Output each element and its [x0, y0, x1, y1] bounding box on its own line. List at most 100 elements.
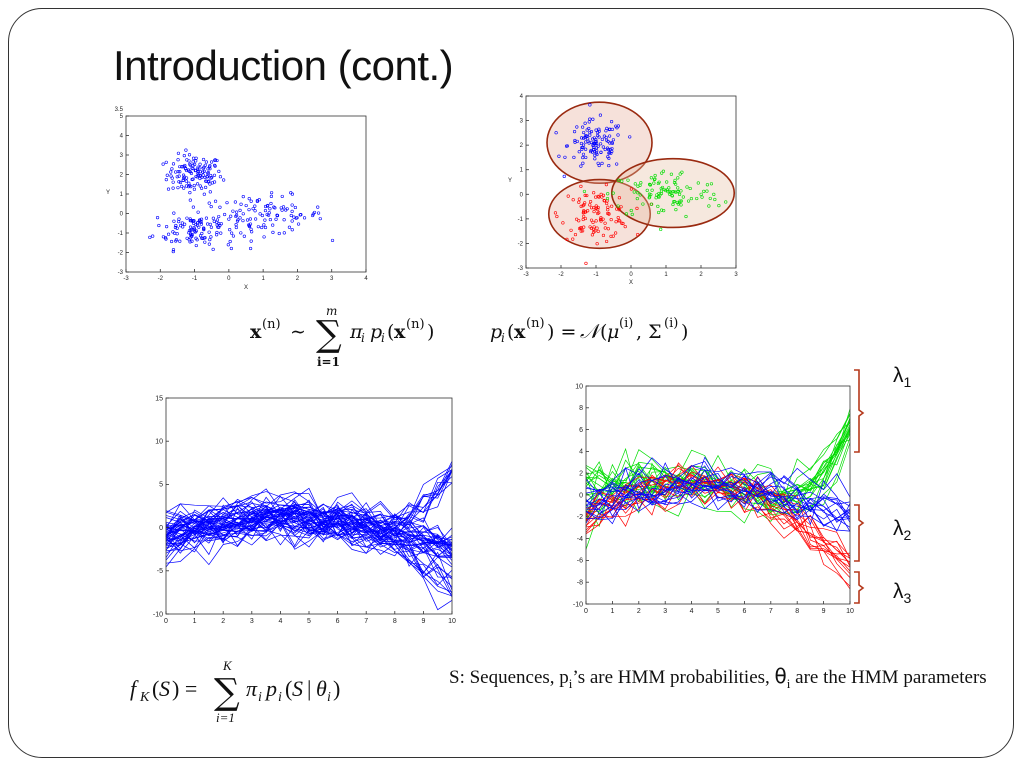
- svg-text:i: i: [258, 690, 262, 705]
- chart1-points: [148, 148, 335, 254]
- scatter-point: [203, 163, 207, 167]
- scatter-point: [185, 236, 189, 240]
- scatter-point: [699, 192, 703, 196]
- scatter-point: [290, 203, 294, 207]
- scatter-point: [598, 113, 603, 117]
- scatter-point: [645, 188, 649, 193]
- scatter-point: [609, 234, 613, 239]
- chart1-x-tick-label: -3: [123, 276, 129, 282]
- chart3-sequence-line: [165, 510, 453, 594]
- scatter-point: [198, 184, 202, 188]
- scatter-point: [584, 155, 588, 160]
- chart2-y-tick-label: 1: [520, 168, 524, 174]
- scatter-point: [157, 223, 161, 228]
- chart1-x-tick-label: -2: [158, 276, 164, 282]
- svg-text:(: (: [285, 676, 292, 701]
- chart3-sequence-line: [165, 503, 453, 578]
- scatter-point: [603, 199, 607, 203]
- scatter-point: [186, 168, 191, 172]
- scatter-point: [176, 158, 180, 162]
- scatter-point: [589, 140, 593, 145]
- chart4-y-tick-label: 2: [579, 471, 583, 478]
- scatter-point: [258, 212, 262, 216]
- scatter-point: [583, 121, 587, 125]
- scatter-point: [583, 193, 587, 198]
- scatter-point: [577, 197, 581, 201]
- scatter-point: [182, 154, 186, 158]
- scatter-point: [621, 221, 625, 226]
- scatter-point: [231, 234, 236, 238]
- chart4-sequence-line: [585, 478, 851, 526]
- scatter-point: [618, 219, 622, 223]
- scatter-point: [583, 210, 587, 214]
- scatter-point: [605, 126, 609, 130]
- chart3-y-tick-label: 5: [159, 482, 163, 489]
- chart4-y-tick-label: -6: [577, 558, 583, 565]
- scatter-point: [630, 212, 634, 216]
- scatter-point: [665, 188, 669, 192]
- svg-text:π: π: [246, 676, 258, 701]
- scatter-point: [607, 212, 611, 216]
- scatter-point: [607, 127, 612, 132]
- scatter-point: [565, 237, 569, 241]
- scatter-point: [585, 193, 589, 198]
- svg-text:i=1: i=1: [216, 710, 235, 725]
- scatter-point: [302, 216, 307, 220]
- chart4-y-tick-label: 4: [579, 449, 583, 456]
- chart3-y-tick-label: 0: [159, 525, 163, 532]
- scatter-point: [665, 180, 669, 184]
- scatter-point: [583, 201, 587, 205]
- scatter-point: [566, 194, 570, 198]
- scatter-point: [202, 228, 206, 232]
- scatter-point: [654, 196, 658, 200]
- chart2-cluster-ellipses: [546, 101, 736, 250]
- scatter-point: [299, 212, 303, 217]
- scatter-point: [191, 156, 196, 160]
- scatter-point: [172, 219, 176, 223]
- scatter-point: [581, 217, 585, 222]
- scatter-point: [615, 126, 619, 130]
- chart3-y-tick-label: 15: [155, 395, 163, 402]
- chart2-x-tick-label: 0: [629, 272, 633, 278]
- svg-text:): ): [333, 676, 340, 701]
- scatter-point: [241, 212, 245, 216]
- scatter-point: [176, 186, 180, 190]
- scatter-point: [572, 155, 576, 159]
- chart3-sequence-line: [165, 504, 453, 541]
- scatter-point: [210, 175, 214, 179]
- chart2-x-tick-label: -2: [558, 272, 564, 278]
- scatter-point: [657, 195, 661, 199]
- scatter-point: [187, 153, 192, 157]
- scatter-point: [188, 225, 193, 229]
- scatter-point: [148, 235, 152, 239]
- chart3-x-tick-label: 1: [193, 618, 197, 625]
- chart1-y-tick-label: 2: [120, 173, 124, 179]
- scatter-point: [191, 177, 195, 181]
- scatter-point: [617, 178, 621, 182]
- scatter-point: [206, 171, 211, 175]
- scatter-point: [185, 158, 189, 162]
- scatter-point: [269, 194, 273, 199]
- scatter-point: [165, 173, 169, 177]
- svg-text:|: |: [307, 676, 311, 701]
- scatter-point: [234, 210, 239, 214]
- scatter-point: [248, 246, 253, 251]
- svg-text:S: S: [292, 676, 303, 701]
- scatter-point: [197, 219, 202, 223]
- scatter-point: [250, 230, 254, 234]
- scatter-point: [601, 193, 606, 197]
- scatter-point: [678, 172, 682, 176]
- scatter-point: [209, 204, 213, 209]
- chart2-y-tick-label: -2: [518, 241, 524, 247]
- svg-text:i=1: i=1: [317, 355, 340, 369]
- scatter-point: [199, 186, 204, 190]
- scatter-point: [263, 208, 268, 213]
- chart3-sequence-line: [165, 501, 453, 546]
- chart1-y-tick-label: 5: [120, 114, 124, 120]
- scatter-point: [272, 205, 276, 209]
- scatter-point: [688, 186, 692, 191]
- scatter-point: [616, 133, 620, 137]
- scatter-point: [594, 139, 598, 143]
- scatter-point: [596, 130, 600, 135]
- chart3-sequence-line: [165, 529, 453, 611]
